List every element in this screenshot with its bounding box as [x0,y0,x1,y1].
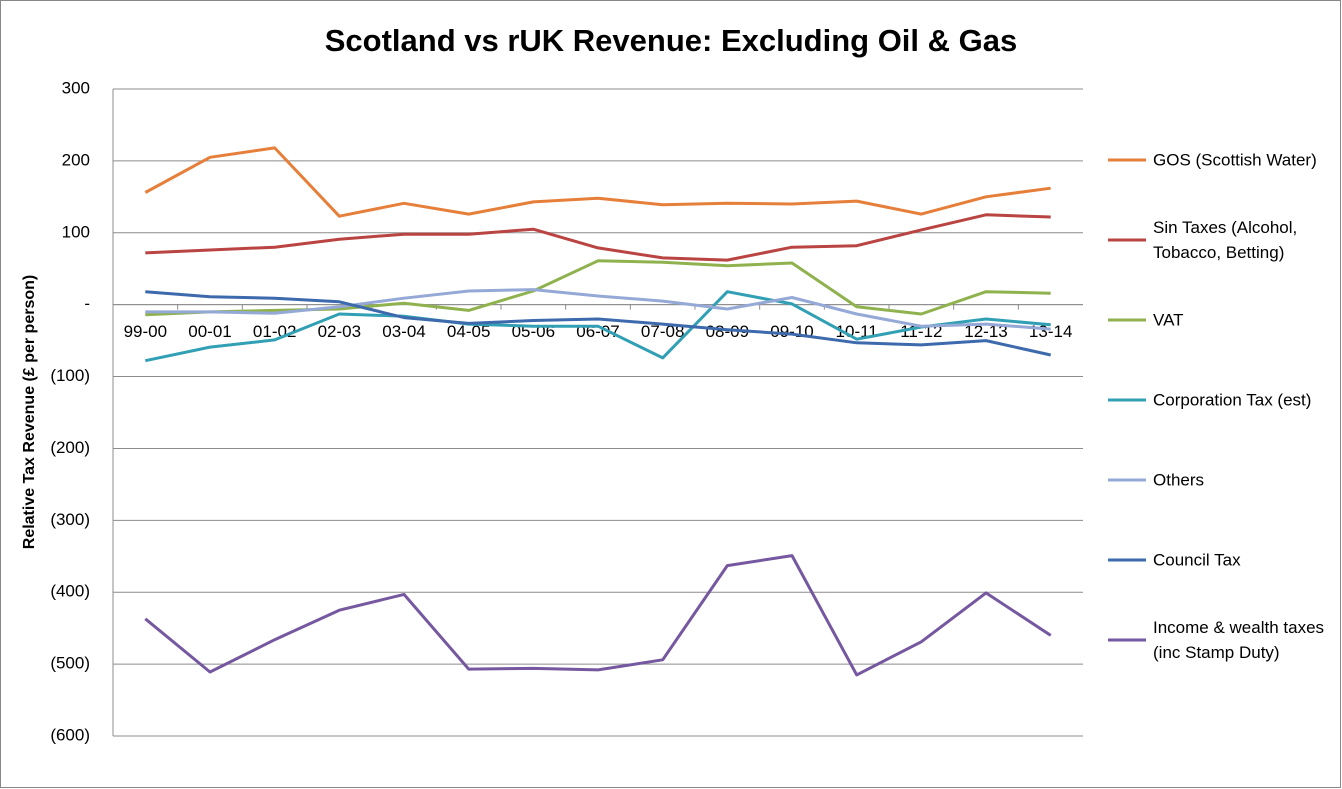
series-line [144,554,1052,677]
x-tick-label: 99-00 [124,322,167,341]
y-tick-label: (500) [50,654,90,673]
y-tick-label: - [84,294,90,313]
y-axis-title: Relative Tax Revenue (£ per person) [21,275,38,549]
series-line [145,213,1051,262]
x-tick-label: 12-13 [964,322,1007,341]
x-tick-label: 04-05 [447,322,490,341]
legend-label: GOS (Scottish Water) [1153,150,1317,170]
y-tick-label: 100 [62,222,90,241]
y-tick-label: (200) [50,438,90,457]
y-tick-label: 200 [62,150,90,169]
x-tick-label: 00-01 [188,322,231,341]
legend-label: Corporation Tax (est) [1153,390,1312,410]
x-tick-label: 02-03 [318,322,361,341]
y-tick-label: (600) [50,725,90,744]
x-tick-label: 07-08 [641,322,684,341]
y-tick-label: 300 [62,78,90,97]
legend-label: VAT [1153,310,1184,330]
legend-label: Income & wealth taxes (inc Stamp Duty) [1153,618,1325,662]
legend-label: Council Tax [1153,550,1241,570]
y-tick-label: (100) [50,366,90,385]
series-line [145,288,1051,331]
x-tick-label: 08-09 [706,322,749,341]
series-line [144,290,1051,363]
legend-label: Sin Taxes (Alcohol, Tobacco, Betting) [1153,218,1298,262]
y-tick-label: (400) [50,582,90,601]
y-tick-label: (300) [50,510,90,529]
chart-title: Scotland vs rUK Revenue: Excluding Oil &… [325,23,1018,58]
legend-label: Others [1153,470,1205,490]
x-tick-label: 03-04 [382,322,425,341]
series-line [145,290,1052,357]
series-line [144,146,1051,218]
